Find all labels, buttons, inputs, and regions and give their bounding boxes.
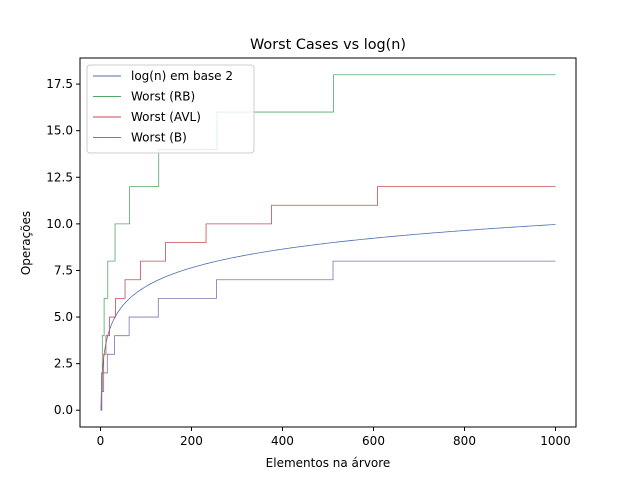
plot-area: [79, 57, 577, 428]
x-tick-label: 200: [180, 434, 203, 448]
y-axis: 0.0 2.5 5.0 7.5 10.0 12.5 15.0 17.5: [46, 77, 80, 417]
y-tick-label: 0.0: [54, 403, 73, 417]
series-lines: [100, 74, 556, 411]
y-tick-label: 7.5: [54, 263, 73, 277]
x-axis: 0 200 400 600 800 1000: [97, 427, 571, 448]
x-tick-label: 600: [362, 434, 385, 448]
y-tick-label: 15.0: [46, 124, 73, 138]
legend-label: Worst (AVL): [131, 110, 201, 124]
legend-label: log(n) em base 2: [131, 69, 233, 83]
series-line-4: [100, 260, 556, 411]
y-tick-label: 5.0: [54, 310, 73, 324]
x-tick-label: 400: [271, 434, 294, 448]
y-tick-label: 12.5: [46, 170, 73, 184]
x-axis-label: Elementos na árvore: [266, 456, 391, 470]
legend: log(n) em base 2 Worst (RB) Worst (AVL) Wor…: [86, 64, 255, 154]
plot-frame: [79, 57, 577, 428]
y-tick-label: 2.5: [54, 357, 73, 371]
y-axis-label: Operações: [19, 211, 33, 275]
legend-label: Worst (B): [131, 131, 187, 145]
x-tick-label: 1000: [540, 434, 571, 448]
chart-title: Worst Cases vs log(n): [250, 37, 406, 53]
legend-box: [86, 64, 255, 154]
y-tick-label: 17.5: [46, 77, 73, 91]
series-line-1: [100, 224, 556, 411]
x-tick-label: 0: [97, 434, 105, 448]
series-line-3: [100, 186, 556, 411]
x-tick-label: 800: [453, 434, 476, 448]
legend-label: Worst (RB): [131, 90, 195, 104]
y-tick-label: 10.0: [46, 217, 73, 231]
